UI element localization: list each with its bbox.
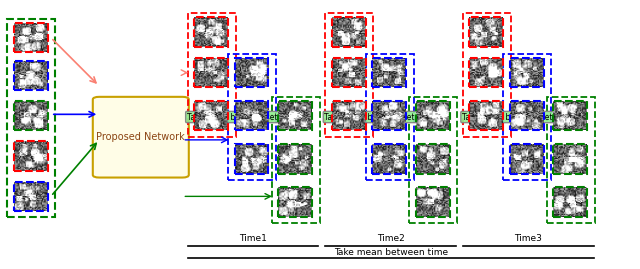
Bar xyxy=(376,155,388,168)
Text: 4: 4 xyxy=(374,145,380,154)
Text: 3: 3 xyxy=(374,102,380,111)
Bar xyxy=(390,106,401,117)
Bar xyxy=(239,69,250,82)
Text: 3: 3 xyxy=(237,102,242,111)
Bar xyxy=(212,62,223,73)
Bar xyxy=(474,110,486,123)
Bar xyxy=(422,154,435,166)
Bar xyxy=(422,197,435,209)
Text: Take mean between set of slice: Take mean between set of slice xyxy=(324,112,444,122)
Text: 1: 1 xyxy=(196,19,202,28)
Text: 4: 4 xyxy=(418,145,423,154)
Text: Take mean between set of slice: Take mean between set of slice xyxy=(462,112,582,122)
Text: Proposed Network: Proposed Network xyxy=(97,132,185,142)
Bar xyxy=(560,197,573,209)
Text: 4: 4 xyxy=(237,145,242,154)
Text: 5: 5 xyxy=(280,188,285,197)
Bar xyxy=(487,22,498,33)
Bar xyxy=(336,67,349,80)
Bar xyxy=(514,69,525,82)
Text: 4: 4 xyxy=(15,143,21,151)
Bar xyxy=(376,112,388,125)
Bar xyxy=(527,149,538,160)
Text: 4: 4 xyxy=(280,145,285,154)
Bar xyxy=(285,154,298,166)
Text: 2: 2 xyxy=(196,59,202,68)
Text: 2: 2 xyxy=(334,59,339,68)
Text: Time1: Time1 xyxy=(239,235,267,243)
Text: 3: 3 xyxy=(556,102,561,111)
Text: 3: 3 xyxy=(471,102,477,111)
Text: 2: 2 xyxy=(237,59,242,68)
Text: Time2: Time2 xyxy=(377,235,404,243)
Bar xyxy=(252,149,263,160)
Text: Take mean between set of slice: Take mean between set of slice xyxy=(187,112,307,122)
Text: 3: 3 xyxy=(334,102,339,111)
Text: Take mean between time: Take mean between time xyxy=(333,248,448,257)
Text: 3: 3 xyxy=(418,102,423,111)
FancyBboxPatch shape xyxy=(93,97,189,178)
Bar xyxy=(422,111,435,123)
Bar xyxy=(285,197,298,209)
Text: 2: 2 xyxy=(471,59,477,68)
Bar xyxy=(560,111,573,123)
Text: 2: 2 xyxy=(374,59,380,68)
Bar xyxy=(212,22,223,33)
Bar xyxy=(336,26,349,40)
Bar xyxy=(527,106,538,117)
Text: 5: 5 xyxy=(15,183,21,192)
Text: 3: 3 xyxy=(196,102,202,111)
Bar xyxy=(252,63,263,74)
Bar xyxy=(390,63,401,74)
Text: 2: 2 xyxy=(512,59,517,68)
Bar xyxy=(514,155,525,168)
Text: 5: 5 xyxy=(556,188,561,197)
Bar xyxy=(527,63,538,74)
Text: 4: 4 xyxy=(556,145,561,154)
Bar xyxy=(376,69,388,82)
Text: 1: 1 xyxy=(15,24,21,33)
Bar xyxy=(201,110,213,122)
Bar xyxy=(349,22,360,33)
Bar xyxy=(487,105,498,116)
Text: 5: 5 xyxy=(418,188,423,197)
Bar xyxy=(474,26,486,40)
Bar xyxy=(198,67,211,80)
Text: 3: 3 xyxy=(15,102,21,111)
Text: 1: 1 xyxy=(334,19,339,28)
Text: 1: 1 xyxy=(471,19,477,28)
Bar xyxy=(198,26,211,40)
Text: 4: 4 xyxy=(512,145,517,154)
Bar xyxy=(239,155,250,168)
Bar xyxy=(336,110,349,123)
Bar xyxy=(285,111,298,123)
Bar xyxy=(514,112,525,125)
Bar xyxy=(474,67,486,80)
Bar xyxy=(390,149,401,160)
Text: 3: 3 xyxy=(280,102,285,111)
Bar xyxy=(252,106,263,117)
Bar xyxy=(349,105,360,116)
Bar xyxy=(487,62,498,73)
Text: 3: 3 xyxy=(512,102,517,111)
Bar xyxy=(560,154,573,166)
Bar xyxy=(239,112,250,125)
Bar xyxy=(349,62,360,73)
Text: 2: 2 xyxy=(15,62,21,71)
Text: Time3: Time3 xyxy=(515,235,542,243)
